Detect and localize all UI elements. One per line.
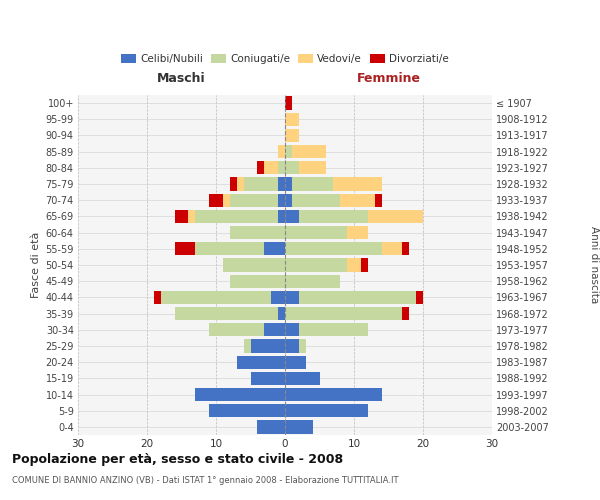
Bar (230, 226, 285, 239)
Bar (265, 161, 278, 174)
Bar (285, 323, 299, 336)
Bar (251, 372, 285, 385)
Bar (257, 161, 265, 174)
Bar (285, 356, 306, 369)
Bar (188, 210, 196, 223)
Bar (361, 258, 368, 272)
Bar (285, 242, 382, 256)
Bar (265, 242, 285, 256)
Legend: Celibi/Nubili, Coniugati/e, Vedovi/e, Divorziati/e: Celibi/Nubili, Coniugati/e, Vedovi/e, Di… (119, 52, 451, 66)
Bar (196, 388, 285, 401)
Bar (285, 161, 299, 174)
Bar (237, 356, 285, 369)
Bar (265, 323, 285, 336)
Bar (416, 290, 423, 304)
Bar (347, 258, 361, 272)
Bar (368, 210, 423, 223)
Bar (285, 274, 340, 288)
Text: Maschi: Maschi (157, 72, 206, 86)
Text: Anni di nascita: Anni di nascita (589, 226, 599, 304)
Bar (175, 210, 188, 223)
Bar (271, 290, 285, 304)
Bar (278, 307, 285, 320)
Bar (278, 210, 285, 223)
Bar (285, 145, 292, 158)
Bar (340, 194, 374, 207)
Y-axis label: Fasce di età: Fasce di età (31, 232, 41, 298)
Bar (230, 194, 278, 207)
Bar (299, 210, 368, 223)
Text: COMUNE DI BANNIO ANZINO (VB) - Dati ISTAT 1° gennaio 2008 - Elaborazione TUTTITA: COMUNE DI BANNIO ANZINO (VB) - Dati ISTA… (12, 476, 398, 485)
Bar (285, 404, 368, 417)
Bar (230, 274, 285, 288)
Bar (209, 323, 265, 336)
Bar (175, 242, 196, 256)
Text: Popolazione per età, sesso e stato civile - 2008: Popolazione per età, sesso e stato civil… (12, 452, 343, 466)
Bar (382, 242, 402, 256)
Bar (285, 210, 299, 223)
Bar (299, 323, 368, 336)
Bar (285, 420, 313, 434)
Bar (285, 290, 299, 304)
Bar (299, 290, 416, 304)
Bar (285, 307, 402, 320)
Bar (285, 340, 299, 352)
Bar (292, 145, 326, 158)
Bar (334, 178, 382, 190)
Bar (285, 112, 299, 126)
Bar (230, 178, 237, 190)
Bar (292, 194, 340, 207)
Bar (285, 226, 347, 239)
Bar (196, 242, 265, 256)
Bar (285, 129, 299, 142)
Bar (347, 226, 368, 239)
Bar (285, 388, 382, 401)
Bar (402, 242, 409, 256)
Bar (237, 178, 244, 190)
Bar (196, 210, 278, 223)
Bar (244, 340, 251, 352)
Bar (278, 178, 285, 190)
Bar (278, 194, 285, 207)
Bar (223, 194, 230, 207)
Bar (278, 161, 285, 174)
Bar (257, 420, 285, 434)
Bar (223, 258, 285, 272)
Bar (299, 340, 306, 352)
Bar (251, 340, 285, 352)
Bar (209, 404, 285, 417)
Bar (299, 161, 326, 174)
Bar (175, 307, 278, 320)
Bar (285, 178, 292, 190)
Bar (278, 145, 285, 158)
Bar (285, 258, 347, 272)
Bar (209, 194, 223, 207)
Text: Femmine: Femmine (356, 72, 421, 86)
Bar (244, 178, 278, 190)
Bar (285, 96, 292, 110)
Bar (285, 372, 320, 385)
Bar (292, 178, 334, 190)
Bar (154, 290, 161, 304)
Bar (402, 307, 409, 320)
Bar (374, 194, 382, 207)
Bar (285, 194, 292, 207)
Bar (161, 290, 271, 304)
